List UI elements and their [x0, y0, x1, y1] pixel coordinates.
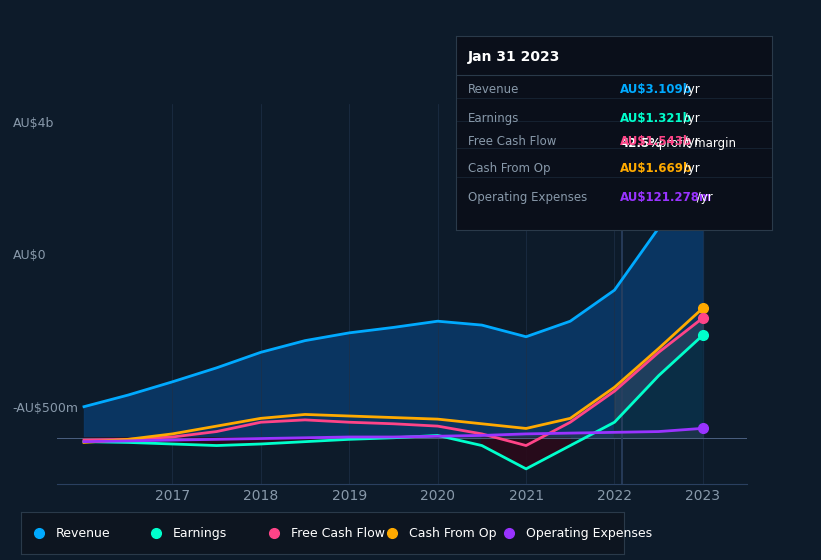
Text: /yr: /yr: [680, 112, 699, 125]
Text: AU$4b: AU$4b: [12, 117, 54, 130]
Text: AU$0: AU$0: [12, 249, 46, 263]
Text: Cash From Op: Cash From Op: [409, 527, 496, 540]
Text: AU$3.109b: AU$3.109b: [620, 83, 692, 96]
Text: Free Cash Flow: Free Cash Flow: [291, 527, 385, 540]
Text: Cash From Op: Cash From Op: [468, 162, 551, 175]
Text: Free Cash Flow: Free Cash Flow: [468, 135, 557, 148]
Text: AU$121.278m: AU$121.278m: [620, 191, 712, 204]
Text: /yr: /yr: [680, 162, 699, 175]
Text: Revenue: Revenue: [468, 83, 520, 96]
Text: -AU$500m: -AU$500m: [12, 402, 79, 415]
Text: /yr: /yr: [680, 83, 699, 96]
Text: Operating Expenses: Operating Expenses: [468, 191, 588, 204]
Text: /yr: /yr: [680, 135, 699, 148]
Text: 42.5%: 42.5%: [620, 137, 661, 150]
Text: Earnings: Earnings: [468, 112, 520, 125]
Text: profit margin: profit margin: [655, 137, 736, 150]
Text: /yr: /yr: [693, 191, 713, 204]
Text: Earnings: Earnings: [173, 527, 227, 540]
Text: AU$1.543b: AU$1.543b: [620, 135, 692, 148]
Text: AU$1.669b: AU$1.669b: [620, 162, 692, 175]
Text: Jan 31 2023: Jan 31 2023: [468, 50, 561, 64]
Text: Revenue: Revenue: [56, 527, 110, 540]
Text: AU$1.321b: AU$1.321b: [620, 112, 692, 125]
Text: Operating Expenses: Operating Expenses: [526, 527, 653, 540]
